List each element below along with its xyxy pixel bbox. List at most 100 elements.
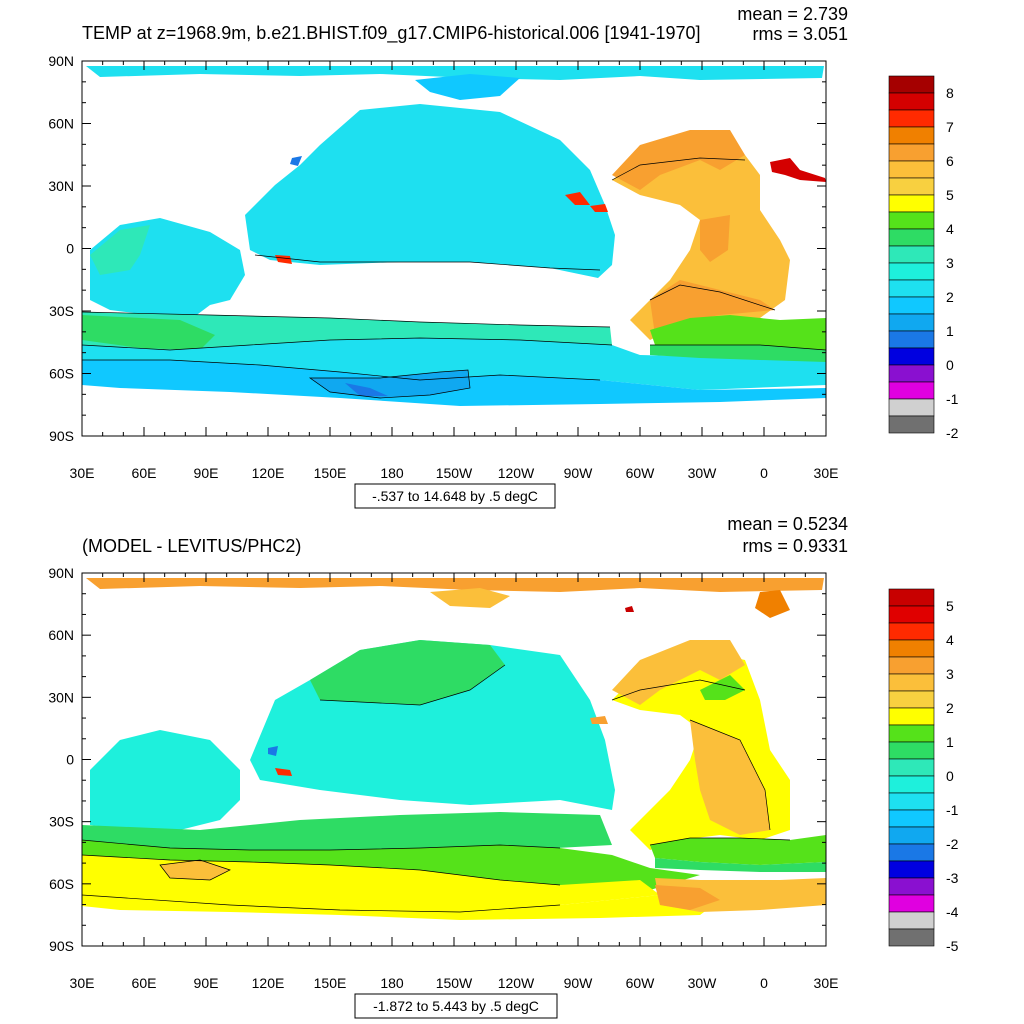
colorbar-segment [888, 911, 935, 930]
indian-ocean [90, 730, 240, 830]
lon-tick-label: 0 [760, 975, 768, 991]
lon-tick-label: 150E [314, 465, 347, 481]
colorbar-label: 3 [946, 255, 954, 271]
lat-tick-label: 60S [49, 876, 74, 892]
lon-tick-label: 60W [626, 465, 656, 481]
colorbar-segment [888, 194, 935, 213]
colorbar-label: 3 [946, 666, 954, 682]
colorbar-segment [888, 364, 935, 383]
lat-tick-label: 0 [66, 752, 74, 768]
map-panel-bottom: (MODEL - LEVITUS/PHC2) mean = 0.5234 rms… [48, 514, 959, 1019]
lon-tick-label: 30W [688, 465, 718, 481]
map-field [82, 573, 826, 946]
lat-tick-label: 60N [48, 627, 74, 643]
rms-label: rms = 3.051 [752, 24, 848, 44]
contour-info-box [354, 993, 558, 1019]
colorbar-segment [888, 860, 935, 879]
lon-tick-label: 90W [564, 975, 594, 991]
lon-tick-label: 30W [688, 975, 718, 991]
lon-axis: 30E 60E 90E 120E 150E 180 150W 120W 90W 60W 30W 0 30… [70, 61, 838, 481]
colorbar-segment [888, 741, 935, 760]
colorbar-label: -2 [946, 425, 959, 441]
colorbar-segment [888, 245, 935, 264]
lon-tick-label: 150E [314, 975, 347, 991]
lon-tick-label: 30E [814, 975, 839, 991]
colorbar-label: 6 [946, 153, 954, 169]
colorbar-segment [888, 928, 935, 947]
mean-label: mean = 0.5234 [727, 514, 848, 534]
colorbar-segment [888, 724, 935, 743]
colorbar-segment [888, 330, 935, 349]
contour-info: -1.872 to 5.443 by .5 degC [373, 998, 539, 1014]
colorbar-label: 5 [946, 598, 954, 614]
lat-tick-label: 30N [48, 689, 74, 705]
lon-tick-label: 180 [380, 975, 404, 991]
colorbar-label: 0 [946, 768, 954, 784]
colorbar-label: 1 [946, 323, 954, 339]
colorbar-segment [888, 313, 935, 332]
colorbar-segment [888, 228, 935, 247]
lat-axis: 90N 60N 30N 0 30S 60S 90S [48, 53, 826, 444]
colorbar-segment [888, 622, 935, 641]
colorbar-label: 2 [946, 289, 954, 305]
colorbar-segment [888, 826, 935, 845]
contour-lines [82, 157, 826, 399]
colorbar-segment [888, 92, 935, 111]
lat-tick-label: 90N [48, 53, 74, 69]
lon-tick-label: 30E [70, 975, 95, 991]
map-panel-top: TEMP at z=1968.9m, b.e21.BHIST.f09_g17.C… [48, 4, 959, 509]
colorbar-segment [888, 109, 935, 128]
colorbar-segment [888, 877, 935, 896]
mean-label: mean = 2.739 [737, 4, 848, 24]
contour-info-box [354, 483, 556, 509]
lon-tick-label: 60E [132, 465, 157, 481]
lon-tick-label: 60E [132, 975, 157, 991]
rms-label: rms = 0.9331 [742, 536, 848, 556]
colorbar-label: 0 [946, 357, 954, 373]
lon-tick-label: 180 [380, 465, 404, 481]
colorbar-segment [888, 347, 935, 366]
colorbar-label: 4 [946, 221, 954, 237]
colorbar-segment [888, 143, 935, 162]
colorbar-segment [888, 415, 935, 434]
contour-lines [82, 664, 791, 913]
colorbar-segment [888, 809, 935, 828]
pacific-ocean [245, 104, 615, 278]
colorbar-label: 5 [946, 187, 954, 203]
colorbar-segment [888, 279, 935, 298]
lon-tick-label: 120W [498, 465, 535, 481]
colorbar-label: 8 [946, 85, 954, 101]
colorbar-label: 4 [946, 632, 954, 648]
lat-axis: 90N 60N 30N 0 30S 60S 90S [48, 565, 826, 954]
colorbar-segment [888, 894, 935, 913]
map-field [82, 61, 826, 436]
colorbar-segment [888, 639, 935, 658]
colorbar-segment [888, 792, 935, 811]
lon-tick-label: 60W [626, 975, 656, 991]
panel-title: TEMP at z=1968.9m, b.e21.BHIST.f09_g17.C… [82, 23, 701, 44]
colorbar-segment [888, 381, 935, 400]
lat-tick-label: 90S [49, 428, 74, 444]
southern-ocean-band-1 [82, 312, 612, 350]
lat-tick-label: 30N [48, 178, 74, 194]
colorbar-segment [888, 673, 935, 692]
contour-info: -.537 to 14.648 by .5 degC [372, 488, 538, 504]
colorbar-label: -5 [946, 938, 959, 954]
lat-tick-label: 60N [48, 116, 74, 132]
colorbar-label: 1 [946, 734, 954, 750]
colorbar: 5 4 3 2 1 0 -1 -2 -3 -4 -5 [888, 588, 959, 954]
lon-tick-label: 120E [252, 975, 285, 991]
lon-tick-label: 120W [498, 975, 535, 991]
lon-tick-label: 90E [194, 975, 219, 991]
colorbar-segment [888, 262, 935, 281]
colorbar-segment [888, 707, 935, 726]
colorbar-label: -4 [946, 904, 959, 920]
colorbar-segment [888, 605, 935, 624]
lon-tick-label: 0 [760, 465, 768, 481]
colorbar-segment [888, 656, 935, 675]
colorbar: 8 7 6 5 4 3 2 1 0 -1 -2 [888, 75, 959, 441]
colorbar-label: 2 [946, 700, 954, 716]
colorbar-segment [888, 775, 935, 794]
colorbar-segment [888, 75, 935, 94]
